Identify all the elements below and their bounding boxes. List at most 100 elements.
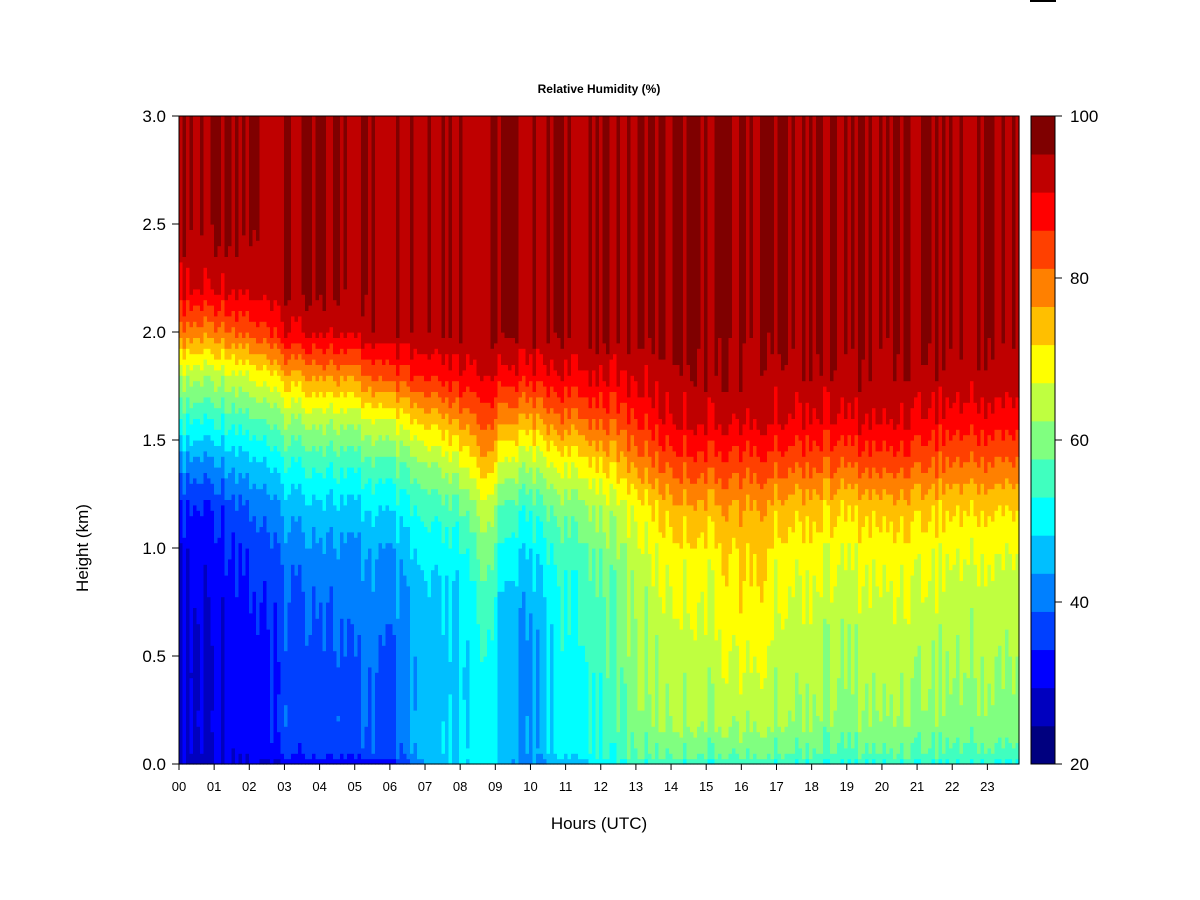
heatmap-cell bbox=[249, 353, 254, 365]
heatmap-cell bbox=[511, 580, 516, 760]
heatmap-cell bbox=[956, 504, 961, 549]
heatmap-cell bbox=[889, 494, 894, 522]
heatmap-cell bbox=[354, 758, 359, 765]
heatmap-cell bbox=[396, 337, 401, 360]
heatmap-cell bbox=[861, 359, 866, 425]
heatmap-cell bbox=[816, 418, 821, 446]
heatmap-cell bbox=[931, 639, 936, 733]
heatmap-cell bbox=[959, 440, 964, 468]
heatmap-cell bbox=[1005, 116, 1010, 392]
heatmap-cell bbox=[973, 742, 978, 765]
heatmap-cell bbox=[497, 380, 502, 403]
heatmap-cell bbox=[987, 434, 992, 463]
heatmap-cell bbox=[739, 526, 744, 614]
heatmap-cell bbox=[809, 450, 814, 479]
heatmap-cell bbox=[238, 386, 243, 409]
heatmap-cell bbox=[914, 737, 919, 760]
heatmap-cell bbox=[487, 629, 492, 765]
heatmap-cell bbox=[679, 548, 684, 630]
heatmap-cell bbox=[301, 445, 306, 468]
heatmap-cell bbox=[840, 116, 845, 398]
heatmap-cell bbox=[893, 429, 898, 457]
heatmap-cell bbox=[823, 758, 828, 765]
heatmap-cell bbox=[518, 413, 523, 430]
heatmap-cell bbox=[385, 342, 390, 360]
heatmap-cell bbox=[672, 477, 677, 506]
heatmap-cell bbox=[952, 515, 957, 565]
heatmap-cell bbox=[574, 353, 579, 387]
heatmap-cell bbox=[742, 116, 747, 344]
heatmap-cell bbox=[627, 537, 632, 657]
heatmap-cell bbox=[742, 580, 747, 673]
heatmap-cell bbox=[245, 753, 250, 765]
heatmap-cell bbox=[196, 364, 201, 382]
heatmap-cell bbox=[245, 342, 250, 360]
heatmap-cell bbox=[532, 407, 537, 430]
heatmap-cell bbox=[252, 483, 257, 517]
heatmap-cell bbox=[613, 391, 618, 419]
heatmap-cell bbox=[959, 704, 964, 754]
heatmap-cell bbox=[326, 364, 331, 376]
heatmap-cell bbox=[735, 445, 740, 473]
heatmap-cell bbox=[536, 753, 541, 765]
heatmap-cell bbox=[585, 396, 590, 419]
heatmap-cell bbox=[795, 558, 800, 673]
x-tick-label: 22 bbox=[945, 779, 959, 794]
heatmap-cell bbox=[273, 386, 278, 403]
heatmap-cell bbox=[896, 450, 901, 473]
heatmap-cell bbox=[508, 386, 513, 409]
heatmap-cell bbox=[609, 116, 614, 360]
heatmap-cell bbox=[840, 731, 845, 760]
heatmap-cell bbox=[399, 423, 404, 441]
heatmap-cell bbox=[221, 413, 226, 436]
heatmap-cell bbox=[966, 434, 971, 463]
heatmap-cell bbox=[382, 456, 387, 484]
heatmap-cell bbox=[704, 116, 709, 392]
heatmap-cell bbox=[189, 407, 194, 425]
heatmap-cell bbox=[238, 359, 243, 371]
heatmap-cell bbox=[490, 348, 495, 382]
heatmap-cell bbox=[473, 531, 478, 581]
heatmap-cell bbox=[305, 353, 310, 365]
heatmap-cell bbox=[291, 434, 296, 457]
heatmap-cell bbox=[392, 510, 397, 549]
heatmap-cell bbox=[403, 575, 408, 754]
heatmap-cell bbox=[532, 504, 537, 544]
heatmap-cell bbox=[182, 391, 187, 414]
heatmap-cell bbox=[602, 596, 607, 760]
heatmap-cell bbox=[623, 683, 628, 760]
heatmap-cell bbox=[196, 483, 201, 511]
heatmap-cell bbox=[676, 542, 681, 619]
heatmap-cell bbox=[756, 116, 761, 430]
heatmap-cell bbox=[851, 445, 856, 468]
heatmap-cell bbox=[217, 310, 222, 328]
heatmap-cell bbox=[634, 418, 639, 446]
heatmap-cell bbox=[417, 440, 422, 463]
heatmap-cell bbox=[903, 542, 908, 619]
heatmap-cell bbox=[980, 483, 985, 511]
heatmap-cell bbox=[893, 504, 898, 544]
heatmap-cell bbox=[665, 564, 670, 684]
heatmap-cell bbox=[949, 693, 954, 749]
heatmap-cell bbox=[434, 116, 439, 349]
colorbar-swatch bbox=[1031, 687, 1055, 727]
heatmap-cell bbox=[294, 488, 299, 522]
heatmap-cell bbox=[490, 494, 495, 527]
heatmap-cell bbox=[193, 321, 198, 338]
heatmap-cell bbox=[231, 326, 236, 344]
heatmap-cell bbox=[494, 483, 499, 506]
heatmap-cell bbox=[476, 445, 481, 468]
heatmap-cell bbox=[242, 504, 247, 576]
heatmap-cell bbox=[725, 521, 730, 587]
heatmap-cell bbox=[585, 369, 590, 398]
heatmap-cell bbox=[606, 116, 611, 355]
heatmap-cell bbox=[536, 429, 541, 446]
heatmap-cell bbox=[816, 531, 821, 592]
heatmap-cell bbox=[945, 553, 950, 652]
heatmap-cell bbox=[788, 494, 793, 527]
heatmap-cell bbox=[203, 564, 208, 765]
heatmap-cell bbox=[392, 380, 397, 392]
chart-title: Relative Humidity (%) bbox=[538, 82, 661, 96]
heatmap-cell bbox=[245, 332, 250, 344]
heatmap-cell bbox=[578, 369, 583, 398]
